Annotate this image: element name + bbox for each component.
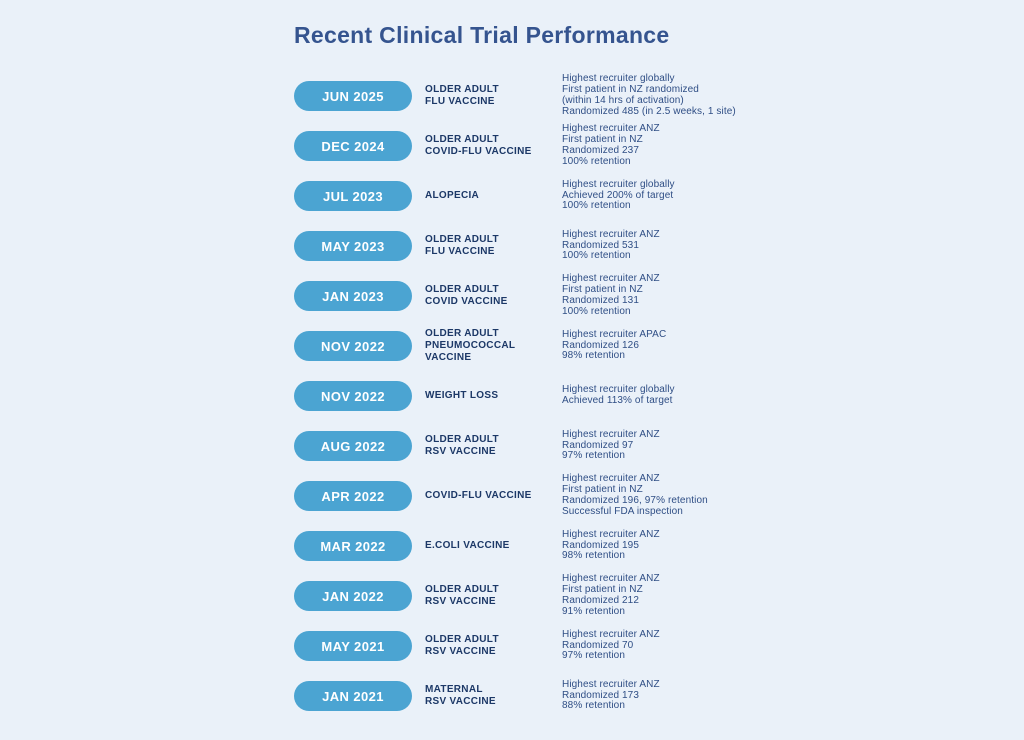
- date-label: NOV 2022: [321, 338, 385, 354]
- trial-name: WEIGHT LOSS: [425, 390, 499, 401]
- trial-row: DEC 2024 OLDER ADULT COVID-FLU VACCINE H…: [294, 121, 854, 171]
- trial-row: NOV 2022 OLDER ADULT PNEUMOCOCCAL VACCIN…: [294, 321, 854, 371]
- trial-timeline: JUN 2025 OLDER ADULT FLU VACCINE Highest…: [294, 71, 854, 721]
- trial-details: Highest recruiter ANZ Randomized 195 98%…: [562, 528, 660, 562]
- date-pill: NOV 2022: [294, 381, 412, 411]
- date-pill: JAN 2022: [294, 581, 412, 611]
- trial-details: Highest recruiter ANZ First patient in N…: [562, 473, 708, 517]
- trial-name: OLDER ADULT FLU VACCINE: [425, 234, 499, 257]
- date-label: JUN 2025: [322, 88, 384, 104]
- date-pill: AUG 2022: [294, 431, 412, 461]
- trial-name: OLDER ADULT COVID VACCINE: [425, 284, 508, 307]
- date-pill: MAY 2023: [294, 231, 412, 261]
- trial-row: APR 2022 COVID-FLU VACCINE Highest recru…: [294, 471, 854, 521]
- trial-name: MATERNAL RSV VACCINE: [425, 684, 496, 707]
- trial-details: Highest recruiter globally First patient…: [562, 73, 736, 117]
- date-pill: APR 2022: [294, 481, 412, 511]
- trial-row: AUG 2022 OLDER ADULT RSV VACCINE Highest…: [294, 421, 854, 471]
- date-label: DEC 2024: [321, 138, 385, 154]
- trial-name: OLDER ADULT COVID-FLU VACCINE: [425, 134, 532, 157]
- trial-name: OLDER ADULT RSV VACCINE: [425, 634, 499, 657]
- trial-row: MAY 2021 OLDER ADULT RSV VACCINE Highest…: [294, 621, 854, 671]
- clinical-trial-performance-page: Recent Clinical Trial Performance JUN 20…: [294, 21, 854, 721]
- trial-name: E.COLI VACCINE: [425, 540, 510, 551]
- date-label: JAN 2022: [322, 588, 384, 604]
- trial-row: JUN 2025 OLDER ADULT FLU VACCINE Highest…: [294, 71, 854, 121]
- trial-row: JAN 2022 OLDER ADULT RSV VACCINE Highest…: [294, 571, 854, 621]
- date-label: MAR 2022: [320, 538, 386, 554]
- trial-name: OLDER ADULT FLU VACCINE: [425, 84, 499, 107]
- trial-name: OLDER ADULT RSV VACCINE: [425, 434, 499, 457]
- date-label: MAY 2023: [321, 238, 385, 254]
- date-pill: MAR 2022: [294, 531, 412, 561]
- date-label: MAY 2021: [321, 638, 385, 654]
- trial-row: JAN 2023 OLDER ADULT COVID VACCINE Highe…: [294, 271, 854, 321]
- date-pill: JUL 2023: [294, 181, 412, 211]
- date-label: APR 2022: [321, 488, 385, 504]
- date-pill: NOV 2022: [294, 331, 412, 361]
- trial-row: JUL 2023 ALOPECIA Highest recruiter glob…: [294, 171, 854, 221]
- trial-details: Highest recruiter ANZ First patient in N…: [562, 273, 660, 317]
- trial-name: OLDER ADULT RSV VACCINE: [425, 584, 499, 607]
- trial-details: Highest recruiter globally Achieved 200%…: [562, 178, 675, 212]
- date-pill: MAY 2021: [294, 631, 412, 661]
- trial-details: Highest recruiter ANZ Randomized 531 100…: [562, 228, 660, 262]
- date-label: JUL 2023: [322, 188, 384, 204]
- trial-details: Highest recruiter ANZ Randomized 173 88%…: [562, 678, 660, 712]
- date-label: NOV 2022: [321, 388, 385, 404]
- date-pill: DEC 2024: [294, 131, 412, 161]
- trial-details: Highest recruiter ANZ Randomized 97 97% …: [562, 428, 660, 462]
- trial-name: COVID-FLU VACCINE: [425, 490, 532, 501]
- page-title: Recent Clinical Trial Performance: [294, 22, 670, 48]
- trial-name: ALOPECIA: [425, 190, 480, 201]
- trial-details: Highest recruiter ANZ First patient in N…: [562, 573, 660, 617]
- trial-row: JAN 2021 MATERNAL RSV VACCINE Highest re…: [294, 671, 854, 721]
- trial-row: MAY 2023 OLDER ADULT FLU VACCINE Highest…: [294, 221, 854, 271]
- date-label: JAN 2021: [322, 688, 384, 704]
- trial-details: Highest recruiter APAC Randomized 126 98…: [562, 328, 667, 362]
- trial-details: Highest recruiter ANZ First patient in N…: [562, 123, 660, 167]
- trial-details: Highest recruiter ANZ Randomized 70 97% …: [562, 628, 660, 662]
- date-label: AUG 2022: [320, 438, 386, 454]
- date-pill: JAN 2021: [294, 681, 412, 711]
- trial-details: Highest recruiter globally Achieved 113%…: [562, 384, 675, 406]
- trial-name: OLDER ADULT PNEUMOCOCCAL VACCINE: [425, 328, 516, 363]
- date-pill: JUN 2025: [294, 81, 412, 111]
- trial-row: NOV 2022 WEIGHT LOSS Highest recruiter g…: [294, 371, 854, 421]
- date-label: JAN 2023: [322, 288, 384, 304]
- trial-row: MAR 2022 E.COLI VACCINE Highest recruite…: [294, 521, 854, 571]
- date-pill: JAN 2023: [294, 281, 412, 311]
